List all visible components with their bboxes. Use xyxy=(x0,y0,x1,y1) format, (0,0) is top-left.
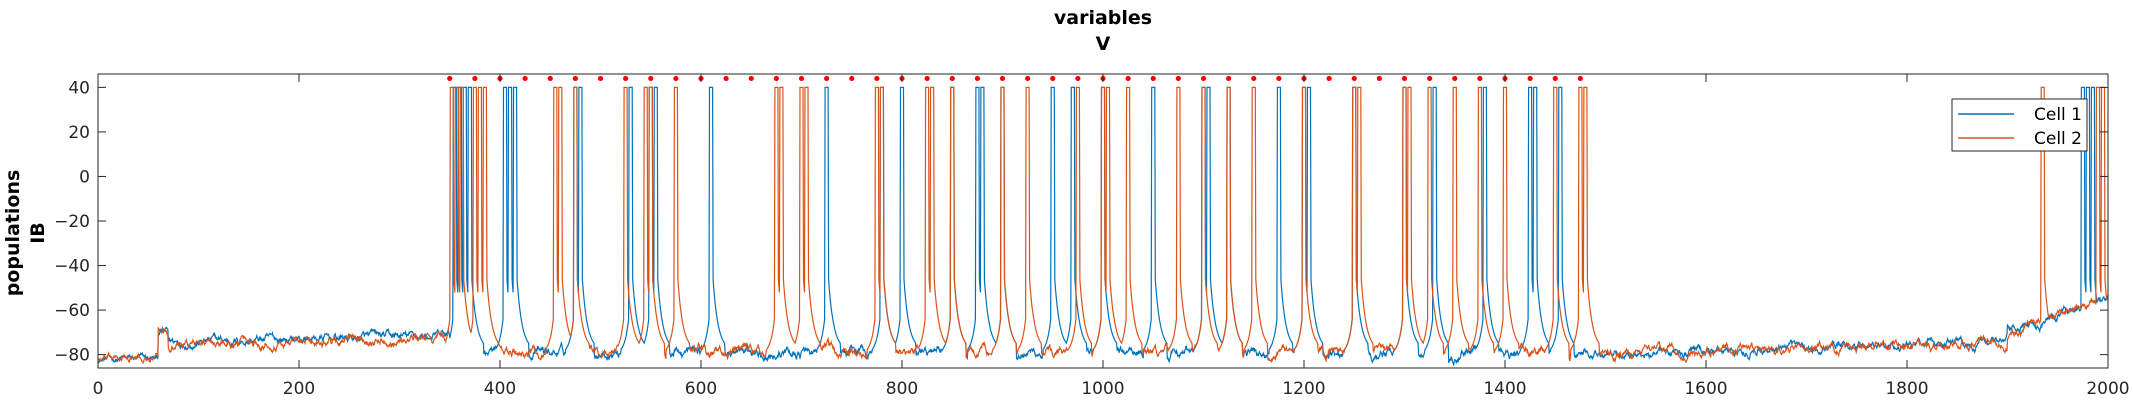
y-tick-label: 20 xyxy=(68,123,90,143)
spike-marker xyxy=(1251,75,1257,82)
series-line-cell-2 xyxy=(98,86,2108,365)
spike-marker xyxy=(1276,75,1282,82)
spike-marker xyxy=(522,75,528,82)
spike-marker xyxy=(1351,75,1357,82)
y-axis-ticks: −80 −60 −40 −20 0 20 40 xyxy=(54,78,2108,366)
x-tick-label: 600 xyxy=(685,379,717,399)
spike-marker xyxy=(723,75,729,82)
spike-marker xyxy=(1552,75,1558,82)
x-tick-label: 2000 xyxy=(2086,379,2129,399)
y-tick-label: −80 xyxy=(54,346,90,366)
spike-marker xyxy=(572,75,578,82)
spike-marker xyxy=(648,75,654,82)
chart-title: variables V xyxy=(1054,7,1152,55)
y-tick-label: −60 xyxy=(54,301,90,321)
y-tick-label: −20 xyxy=(54,212,90,232)
spike-marker xyxy=(773,75,779,82)
x-tick-label: 1800 xyxy=(1885,379,1928,399)
x-tick-label: 800 xyxy=(886,379,918,399)
spike-marker xyxy=(974,75,980,82)
legend-box xyxy=(1951,98,2088,152)
axes xyxy=(97,73,2109,369)
x-tick-label: 400 xyxy=(484,379,516,399)
spike-marker xyxy=(949,75,955,82)
spike-marker xyxy=(824,75,830,82)
series-line-cell-1 xyxy=(98,86,2108,367)
spike-marker xyxy=(1125,75,1131,82)
y-tick-label: 0 xyxy=(79,167,90,187)
legend-label-cell-2: Cell 2 xyxy=(2034,129,2082,149)
spike-marker xyxy=(447,75,453,82)
spike-marker xyxy=(1326,75,1332,82)
spike-marker xyxy=(798,75,805,82)
spike-marker xyxy=(1025,75,1031,82)
x-tick-label: 1600 xyxy=(1684,379,1727,399)
spike-marker xyxy=(1050,75,1056,82)
spike-marker xyxy=(597,75,604,82)
spike-marker xyxy=(1452,75,1458,82)
x-tick-label: 1400 xyxy=(1483,379,1526,399)
x-tick-label: 1200 xyxy=(1282,379,1325,399)
spike-marker xyxy=(1376,75,1382,82)
legend-label-cell-1: Cell 1 xyxy=(2034,105,2082,125)
spike-marker xyxy=(874,75,880,82)
spike-marker xyxy=(748,75,754,82)
spike-marker xyxy=(547,75,553,82)
spike-marker xyxy=(1577,75,1583,82)
spike-marker xyxy=(1477,75,1483,82)
spike-marker xyxy=(1150,75,1156,82)
spike-marker xyxy=(1427,75,1433,82)
spike-marker xyxy=(1200,75,1207,82)
x-axis-ticks: 0 200 400 600 800 1000 1200 1400 1600 1800 2000 xyxy=(93,74,2130,399)
y-axis-label-line-1: populations xyxy=(2,170,24,297)
spike-marker xyxy=(673,75,679,82)
y-tick-label: −40 xyxy=(54,257,90,277)
chart-title-line-2: V xyxy=(1096,33,1111,55)
x-tick-label: 200 xyxy=(283,379,315,399)
x-tick-label: 1000 xyxy=(1081,379,1124,399)
spike-marker xyxy=(1075,75,1081,82)
series-layer xyxy=(98,86,2108,367)
y-tick-label: 40 xyxy=(68,78,90,98)
spike-marker xyxy=(472,75,478,82)
spike-marker xyxy=(1226,75,1232,82)
spike-marker xyxy=(924,75,930,82)
x-tick-label: 0 xyxy=(93,379,104,399)
spike-marker xyxy=(1527,75,1533,82)
spike-marker xyxy=(999,75,1006,82)
y-axis-label: populations IB xyxy=(2,170,49,297)
spike-marker xyxy=(849,75,855,82)
plot-frame xyxy=(97,73,2109,369)
chart-title-line-1: variables xyxy=(1054,7,1152,29)
spike-marker xyxy=(623,75,629,82)
spike-marker xyxy=(1175,75,1181,82)
legend: Cell 1 Cell 2 xyxy=(1951,98,2088,152)
spike-marker xyxy=(1401,75,1408,82)
y-axis-label-line-2: IB xyxy=(27,222,49,244)
spike-markers xyxy=(447,75,1583,82)
